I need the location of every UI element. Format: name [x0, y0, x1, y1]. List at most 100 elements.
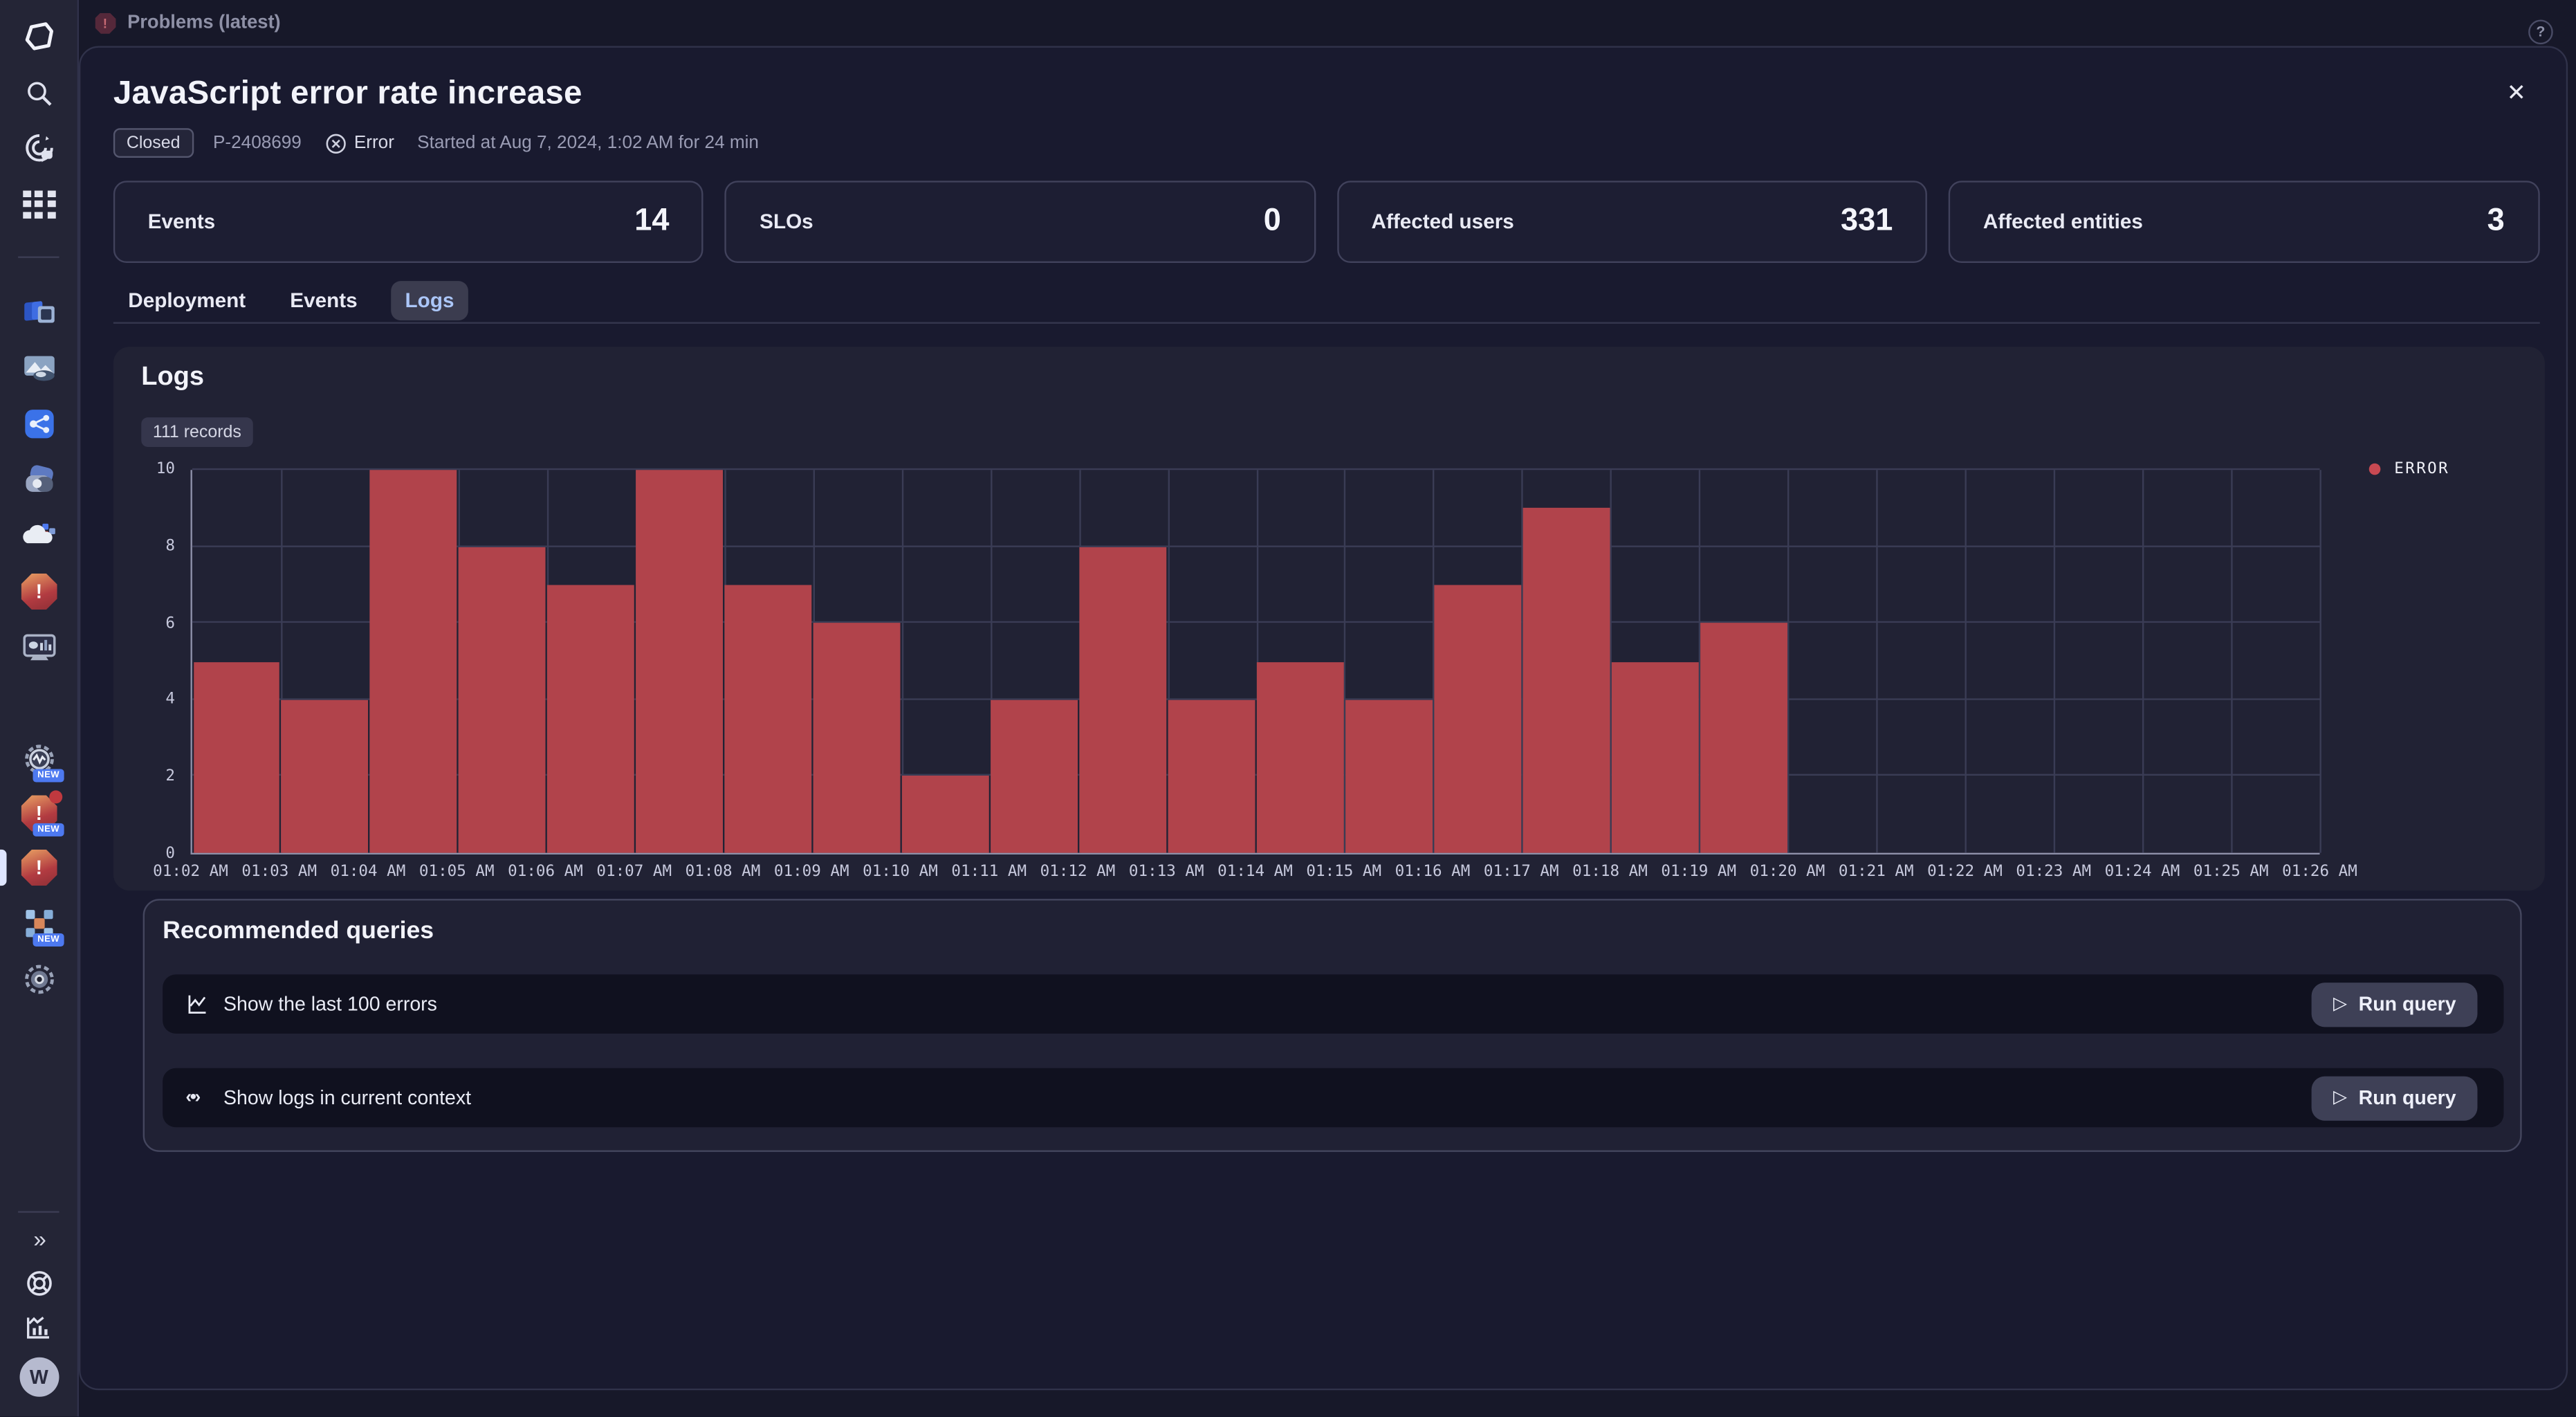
apps-grid-icon[interactable]	[0, 188, 78, 221]
settings-gear-icon	[21, 961, 57, 997]
x-axis-tick-label: 01:15 AM	[1306, 863, 1381, 881]
kubernetes-cubes-icon: NEW	[21, 906, 57, 942]
sidebar-item-smartscape[interactable]	[0, 350, 78, 386]
sidebar-item-usage[interactable]	[0, 1311, 78, 1341]
chart-bar	[548, 585, 635, 852]
stat-card-affected-users[interactable]: Affected users 331	[1337, 181, 1928, 263]
x-axis-tick-label: 01:19 AM	[1661, 863, 1736, 881]
problems-classic-icon: !	[21, 850, 57, 886]
x-axis-tick-label: 01:09 AM	[774, 863, 849, 881]
chart-bar	[813, 623, 901, 853]
chart-bar	[725, 585, 812, 852]
stat-card-events[interactable]: Events 14	[113, 181, 704, 263]
stat-value: 331	[1841, 204, 1893, 240]
sidebar-item-problems-classic[interactable]: !	[0, 850, 78, 886]
stat-label: SLOs	[760, 210, 813, 233]
status-badge: Closed	[113, 128, 194, 158]
x-axis-tick-label: 01:07 AM	[596, 863, 672, 881]
stat-card-slos[interactable]: SLOs 0	[725, 181, 1316, 263]
x-axis-tick-label: 01:18 AM	[1572, 863, 1648, 881]
usage-chart-icon	[25, 1312, 53, 1340]
new-badge: NEW	[33, 933, 64, 947]
search-icon[interactable]	[0, 77, 78, 111]
y-axis-tick-label: 8	[165, 537, 175, 555]
sidebar-item-problems[interactable]: !	[0, 574, 78, 610]
chevrons-right-icon: »	[33, 1226, 44, 1252]
user-avatar[interactable]: W	[0, 1357, 78, 1397]
legend-dot	[2370, 464, 2382, 475]
line-chart-icon	[185, 993, 212, 1016]
active-item-indicator	[0, 850, 6, 886]
chart-bar	[636, 470, 724, 852]
sidebar-item-automations[interactable]: NEW	[0, 741, 78, 777]
sidebar-expand-button[interactable]: »	[0, 1224, 78, 1254]
recommended-queries-title: Recommended queries	[163, 917, 434, 944]
query-row-last-100-errors[interactable]: Show the last 100 errors ▷ Run query	[163, 974, 2503, 1034]
top-bar: ! Problems (latest)	[78, 0, 2576, 46]
sidebar-divider	[18, 257, 59, 258]
new-badge: NEW	[33, 769, 64, 783]
run-query-button[interactable]: ▷ Run query	[2312, 1075, 2477, 1119]
stat-card-affected-entities[interactable]: Affected entities 3	[1949, 181, 2539, 263]
dynatrace-logo-icon[interactable]	[0, 18, 78, 54]
clouds-icon	[21, 518, 57, 554]
x-axis-tick-label: 01:25 AM	[2193, 863, 2269, 881]
chart-bar	[1611, 661, 1698, 853]
x-axis-tick-label: 01:05 AM	[419, 863, 495, 881]
tab-events[interactable]: Events	[275, 280, 372, 320]
stat-cards: Events 14 SLOs 0 Affected users 331 Affe…	[113, 181, 2539, 263]
y-axis-labels: 0246810	[113, 470, 182, 854]
app-screen: ! NEW	[0, 0, 2576, 1417]
chart-bar	[1522, 509, 1610, 853]
x-axis-tick-label: 01:21 AM	[1839, 863, 1914, 881]
tab-deployment[interactable]: Deployment	[113, 280, 261, 320]
traces-lenses-icon	[21, 461, 57, 497]
close-icon[interactable]: ✕	[2507, 80, 2526, 103]
help-icon[interactable]: ?	[2528, 19, 2553, 44]
error-circle-x-icon	[324, 132, 346, 154]
problems-breadcrumb-icon: !	[95, 12, 116, 34]
sidebar-item-services[interactable]	[0, 406, 78, 442]
sidebar-item-problems-app[interactable]: ! NEW	[0, 796, 78, 832]
y-axis-tick-label: 10	[156, 460, 175, 478]
chart-bar	[1168, 700, 1255, 852]
run-query-button[interactable]: ▷ Run query	[2312, 982, 2477, 1026]
x-axis-tick-label: 01:20 AM	[1750, 863, 1825, 881]
copilot-icon[interactable]	[0, 131, 78, 165]
notification-dot	[49, 790, 62, 803]
tab-logs[interactable]: Logs	[390, 280, 469, 320]
sidebar-item-traces[interactable]	[0, 461, 78, 497]
sidebar-item-hosts[interactable]	[0, 294, 78, 330]
chart-bar	[991, 700, 1078, 852]
y-axis-tick-label: 2	[165, 768, 175, 786]
page-title: JavaScript error rate increase	[113, 75, 2539, 113]
x-axis-tick-label: 01:10 AM	[863, 863, 938, 881]
query-label: Show logs in current context	[223, 1086, 471, 1109]
legend-item-error[interactable]: ERROR	[2370, 460, 2449, 478]
query-row-logs-in-context[interactable]: ‹•› Show logs in current context ▷ Run q…	[163, 1068, 2503, 1128]
x-axis-tick-label: 01:06 AM	[508, 863, 583, 881]
sidebar-item-dashboards[interactable]	[0, 630, 78, 666]
x-axis-tick-label: 01:16 AM	[1395, 863, 1471, 881]
sidebar-item-clouds[interactable]	[0, 518, 78, 554]
recommended-queries-section: Recommended queries Show the last 100 er…	[142, 899, 2521, 1152]
x-axis-tick-label: 01:03 AM	[241, 863, 317, 881]
sidebar-divider	[18, 1211, 59, 1212]
chart-plot	[191, 470, 2320, 854]
x-axis-tick-label: 01:12 AM	[1040, 863, 1116, 881]
stat-value: 14	[634, 204, 669, 240]
services-icon	[21, 406, 57, 442]
stat-label: Affected entities	[1983, 210, 2143, 233]
chart-bar	[902, 776, 989, 853]
run-query-label: Run query	[2359, 1086, 2456, 1109]
logs-title: Logs	[141, 363, 204, 393]
x-axis-tick-label: 01:22 AM	[1927, 863, 2003, 881]
sidebar-item-kubernetes[interactable]: NEW	[0, 906, 78, 942]
x-axis-tick-label: 01:13 AM	[1129, 863, 1204, 881]
chart-bar	[370, 470, 457, 852]
x-axis-labels: 01:02 AM01:03 AM01:04 AM01:05 AM01:06 AM…	[191, 863, 2320, 886]
sidebar-item-settings[interactable]	[0, 961, 78, 997]
sidebar-item-help[interactable]	[0, 1269, 78, 1299]
started-text: Started at Aug 7, 2024, 1:02 AM for 24 m…	[417, 133, 759, 153]
severity-label: Error	[354, 133, 394, 153]
